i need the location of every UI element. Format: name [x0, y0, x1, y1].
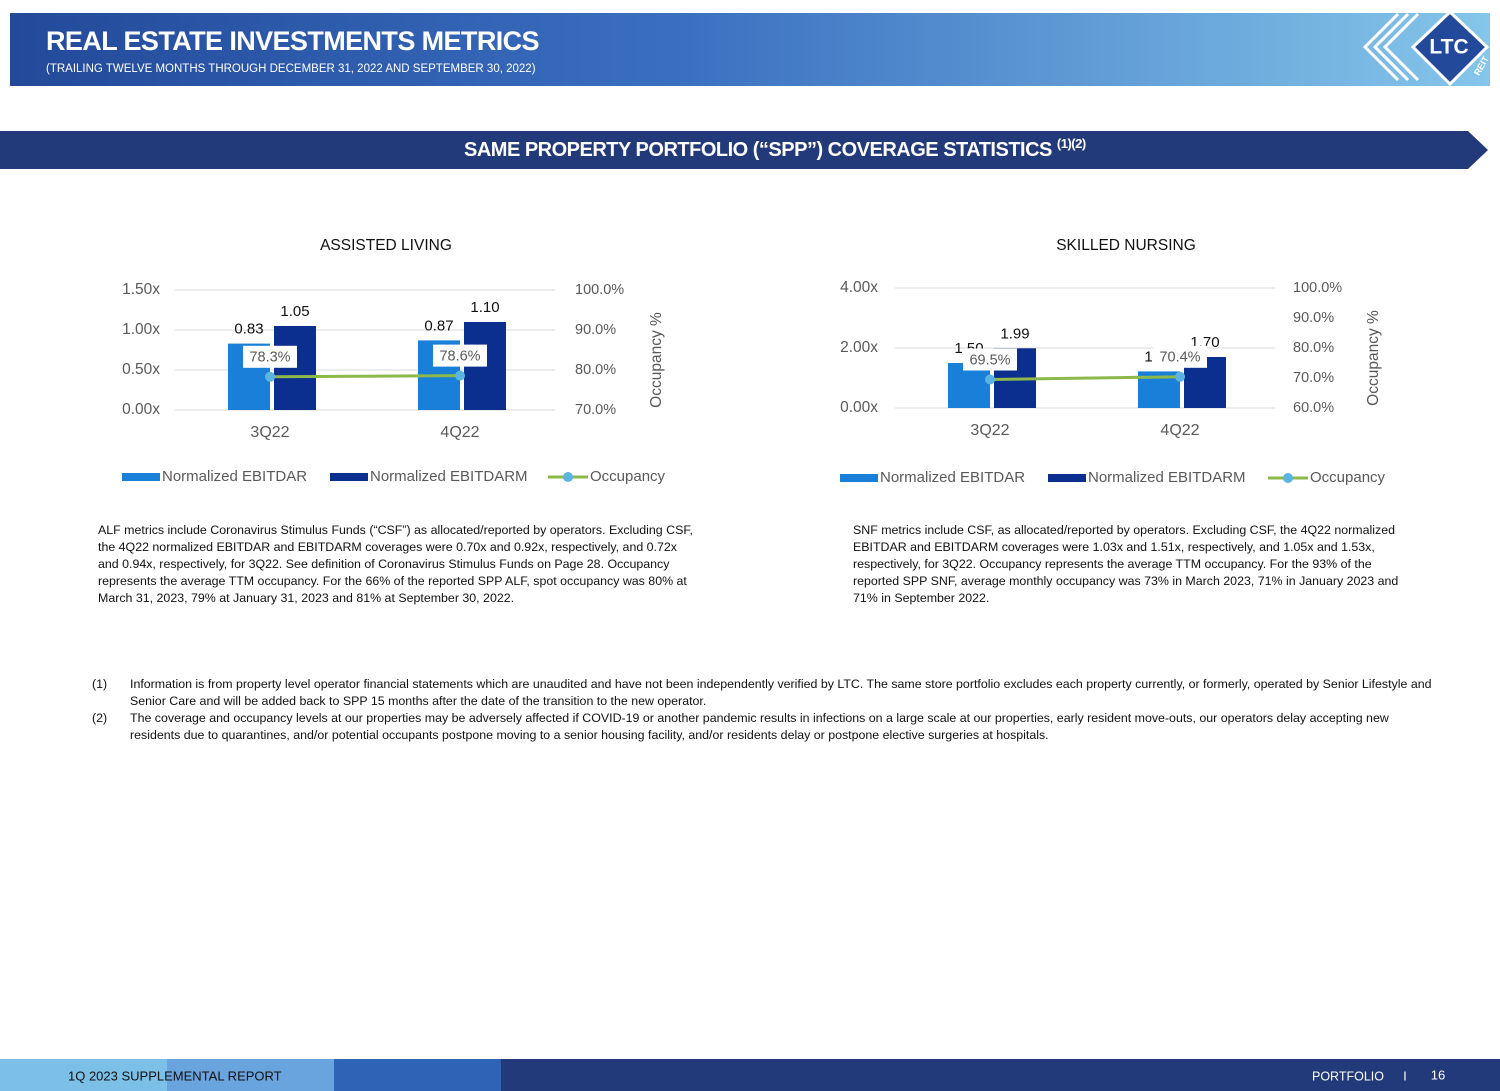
data-label: 70.4% [1159, 350, 1200, 366]
y2-tick-label: 100.0% [575, 282, 624, 298]
data-label: 1.10 [470, 299, 499, 316]
footnote-marker: (2) [92, 711, 108, 725]
data-label: 0.83 [234, 321, 263, 338]
logo-text: LTC [1429, 36, 1468, 59]
chart-title: ASSISTED LIVING [320, 237, 452, 254]
footnote: (2) The coverage and occupancy levels at … [92, 710, 1437, 744]
legend-swatch [330, 473, 368, 481]
legend-label: Occupancy [1310, 469, 1386, 486]
section-bar [0, 131, 1488, 169]
legend-swatch [122, 473, 160, 481]
y-tick-label: 1.50x [122, 281, 160, 298]
y2-axis-title: Occupancy % [1365, 310, 1382, 406]
y-tick-label: 2.00x [840, 339, 878, 356]
y2-tick-label: 80.0% [575, 362, 616, 378]
occupancy-marker [1175, 371, 1185, 382]
legend-swatch [1283, 473, 1293, 483]
chart-title: SKILLED NURSING [1056, 237, 1196, 254]
data-label: 78.6% [439, 348, 480, 364]
footer-segment [0, 1059, 167, 1091]
y2-axis-title: Occupancy % [648, 312, 665, 408]
legend-label: Normalized EBITDARM [1088, 469, 1246, 486]
legend-label: Normalized EBITDAR [880, 469, 1025, 486]
header-banner [10, 13, 1490, 86]
footer-section: PORTFOLIO [1312, 1069, 1384, 1083]
y2-tick-label: 90.0% [575, 322, 616, 338]
y-tick-label: 0.50x [122, 361, 160, 378]
footer-separator: I [1403, 1069, 1406, 1083]
footnote-marker: (1) [92, 677, 108, 691]
data-label: 1.99 [1000, 325, 1029, 342]
data-label: 0.87 [424, 317, 453, 334]
x-tick-label: 3Q22 [970, 422, 1009, 439]
legend-label: Normalized EBITDARM [370, 468, 528, 485]
header-subtitle: (TRAILING TWELVE MONTHS THROUGH DECEMBER… [46, 63, 536, 75]
footer-page: 16 [1431, 1067, 1445, 1082]
section-superscript: (1)(2) [1057, 136, 1086, 151]
y2-tick-label: 70.0% [1293, 370, 1334, 386]
occupancy-marker [985, 374, 995, 385]
section-title: SAME PROPERTY PORTFOLIO (“SPP”) COVERAGE… [464, 136, 1086, 161]
data-label-box [433, 344, 487, 367]
section-title-text: SAME PROPERTY PORTFOLIO (“SPP”) COVERAGE… [464, 139, 1052, 161]
data-label: 78.3% [249, 350, 290, 366]
occupancy-line [989, 375, 1181, 381]
data-label: 69.5% [969, 352, 1010, 368]
x-tick-label: 4Q22 [440, 424, 479, 441]
footnote-text: Information is from property level opera… [130, 677, 1432, 708]
data-label-box [1153, 345, 1207, 368]
legend-swatch [563, 472, 573, 482]
footer-segment [334, 1059, 501, 1091]
data-label-box [963, 348, 1017, 371]
footnote: (1) Information is from property level op… [92, 676, 1437, 710]
occupancy-marker [265, 371, 275, 382]
y-tick-label: 0.00x [122, 401, 160, 418]
logo: LTC REIT [1362, 9, 1491, 87]
footer-segment [167, 1059, 334, 1091]
occupancy-line [269, 374, 461, 379]
y2-tick-label: 90.0% [1293, 310, 1334, 326]
y2-tick-label: 60.0% [1293, 400, 1334, 416]
y-tick-label: 0.00x [840, 399, 878, 416]
y2-tick-label: 70.0% [575, 402, 616, 418]
x-tick-label: 3Q22 [250, 424, 289, 441]
legend-swatch [1048, 474, 1086, 482]
y-tick-label: 1.00x [122, 321, 160, 338]
data-label-box [243, 345, 297, 368]
legend-label: Occupancy [590, 468, 666, 485]
legend-label: Normalized EBITDAR [162, 468, 307, 485]
x-tick-label: 4Q22 [1160, 422, 1199, 439]
note: ALF metrics include Coronavirus Stimulus… [98, 523, 693, 605]
data-label: 1.05 [280, 303, 309, 320]
occupancy-marker [455, 370, 465, 381]
note: SNF metrics include CSF, as allocated/re… [853, 523, 1399, 605]
header-title: REAL ESTATE INVESTMENTS METRICS [46, 26, 539, 56]
footer-left: 1Q 2023 SUPPLEMENTAL REPORT [68, 1068, 282, 1083]
y2-tick-label: 100.0% [1293, 280, 1342, 296]
y2-tick-label: 80.0% [1293, 340, 1334, 356]
legend-swatch [840, 474, 878, 482]
bar [274, 326, 316, 410]
y-tick-label: 4.00x [840, 279, 878, 296]
footnote-text: The coverage and occupancy levels at our… [130, 711, 1389, 742]
